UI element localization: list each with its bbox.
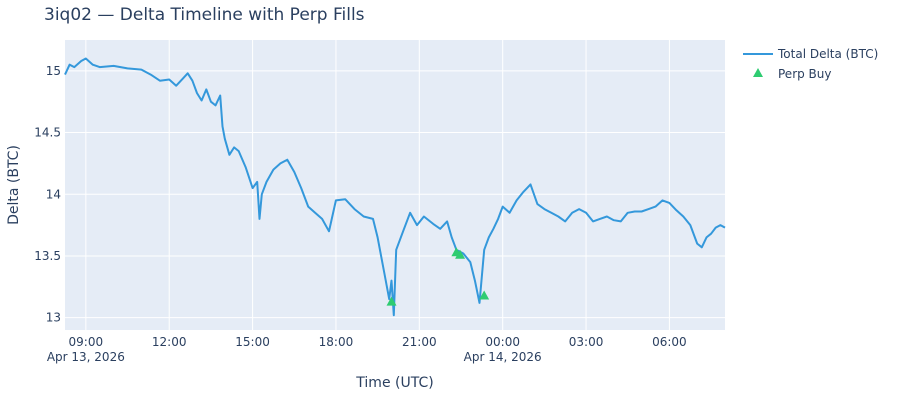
x-tick-date-label: Apr 14, 2026 xyxy=(464,350,542,364)
y-tick-label: 15 xyxy=(46,64,61,78)
x-tick-label: 09:00 xyxy=(69,335,104,349)
x-tick-label: 12:00 xyxy=(152,335,187,349)
x-tick-label: 18:00 xyxy=(319,335,354,349)
series-layer xyxy=(64,57,726,317)
perp-buy-marker[interactable] xyxy=(386,296,397,306)
y-axis-title: Delta (BTC) xyxy=(6,145,22,225)
x-tick-label: 21:00 xyxy=(402,335,437,349)
x-tick-date-label: Apr 13, 2026 xyxy=(47,350,125,364)
perp-buy-marker[interactable] xyxy=(455,249,466,259)
legend-item-total-delta[interactable]: Total Delta (BTC) xyxy=(743,47,878,61)
y-tick-label: 13.5 xyxy=(34,249,61,263)
legend-triangle-icon xyxy=(753,68,763,77)
x-tick-label: 00:00 xyxy=(485,335,520,349)
x-axis-title: Time (UTC) xyxy=(355,375,433,391)
y-tick-label: 13 xyxy=(46,311,61,325)
x-tick-label: 03:00 xyxy=(569,335,604,349)
legend-label-perp-buy: Perp Buy xyxy=(778,67,832,81)
legend-label-total-delta: Total Delta (BTC) xyxy=(777,47,878,61)
x-tick-label: 06:00 xyxy=(652,335,687,349)
y-axis-ticks: 13 13.5 14 14.5 15 xyxy=(34,64,61,325)
legend[interactable]: Total Delta (BTC) Perp Buy xyxy=(743,47,878,81)
y-tick-label: 14.5 xyxy=(34,126,61,140)
chart-title: 3iq02 — Delta Timeline with Perp Fills xyxy=(44,5,365,25)
legend-item-perp-buy[interactable]: Perp Buy xyxy=(753,67,832,81)
x-tick-label: 15:00 xyxy=(235,335,270,349)
y-tick-label: 14 xyxy=(46,187,61,201)
total-delta-line xyxy=(64,57,726,317)
perp-buy-marker[interactable] xyxy=(479,290,490,300)
